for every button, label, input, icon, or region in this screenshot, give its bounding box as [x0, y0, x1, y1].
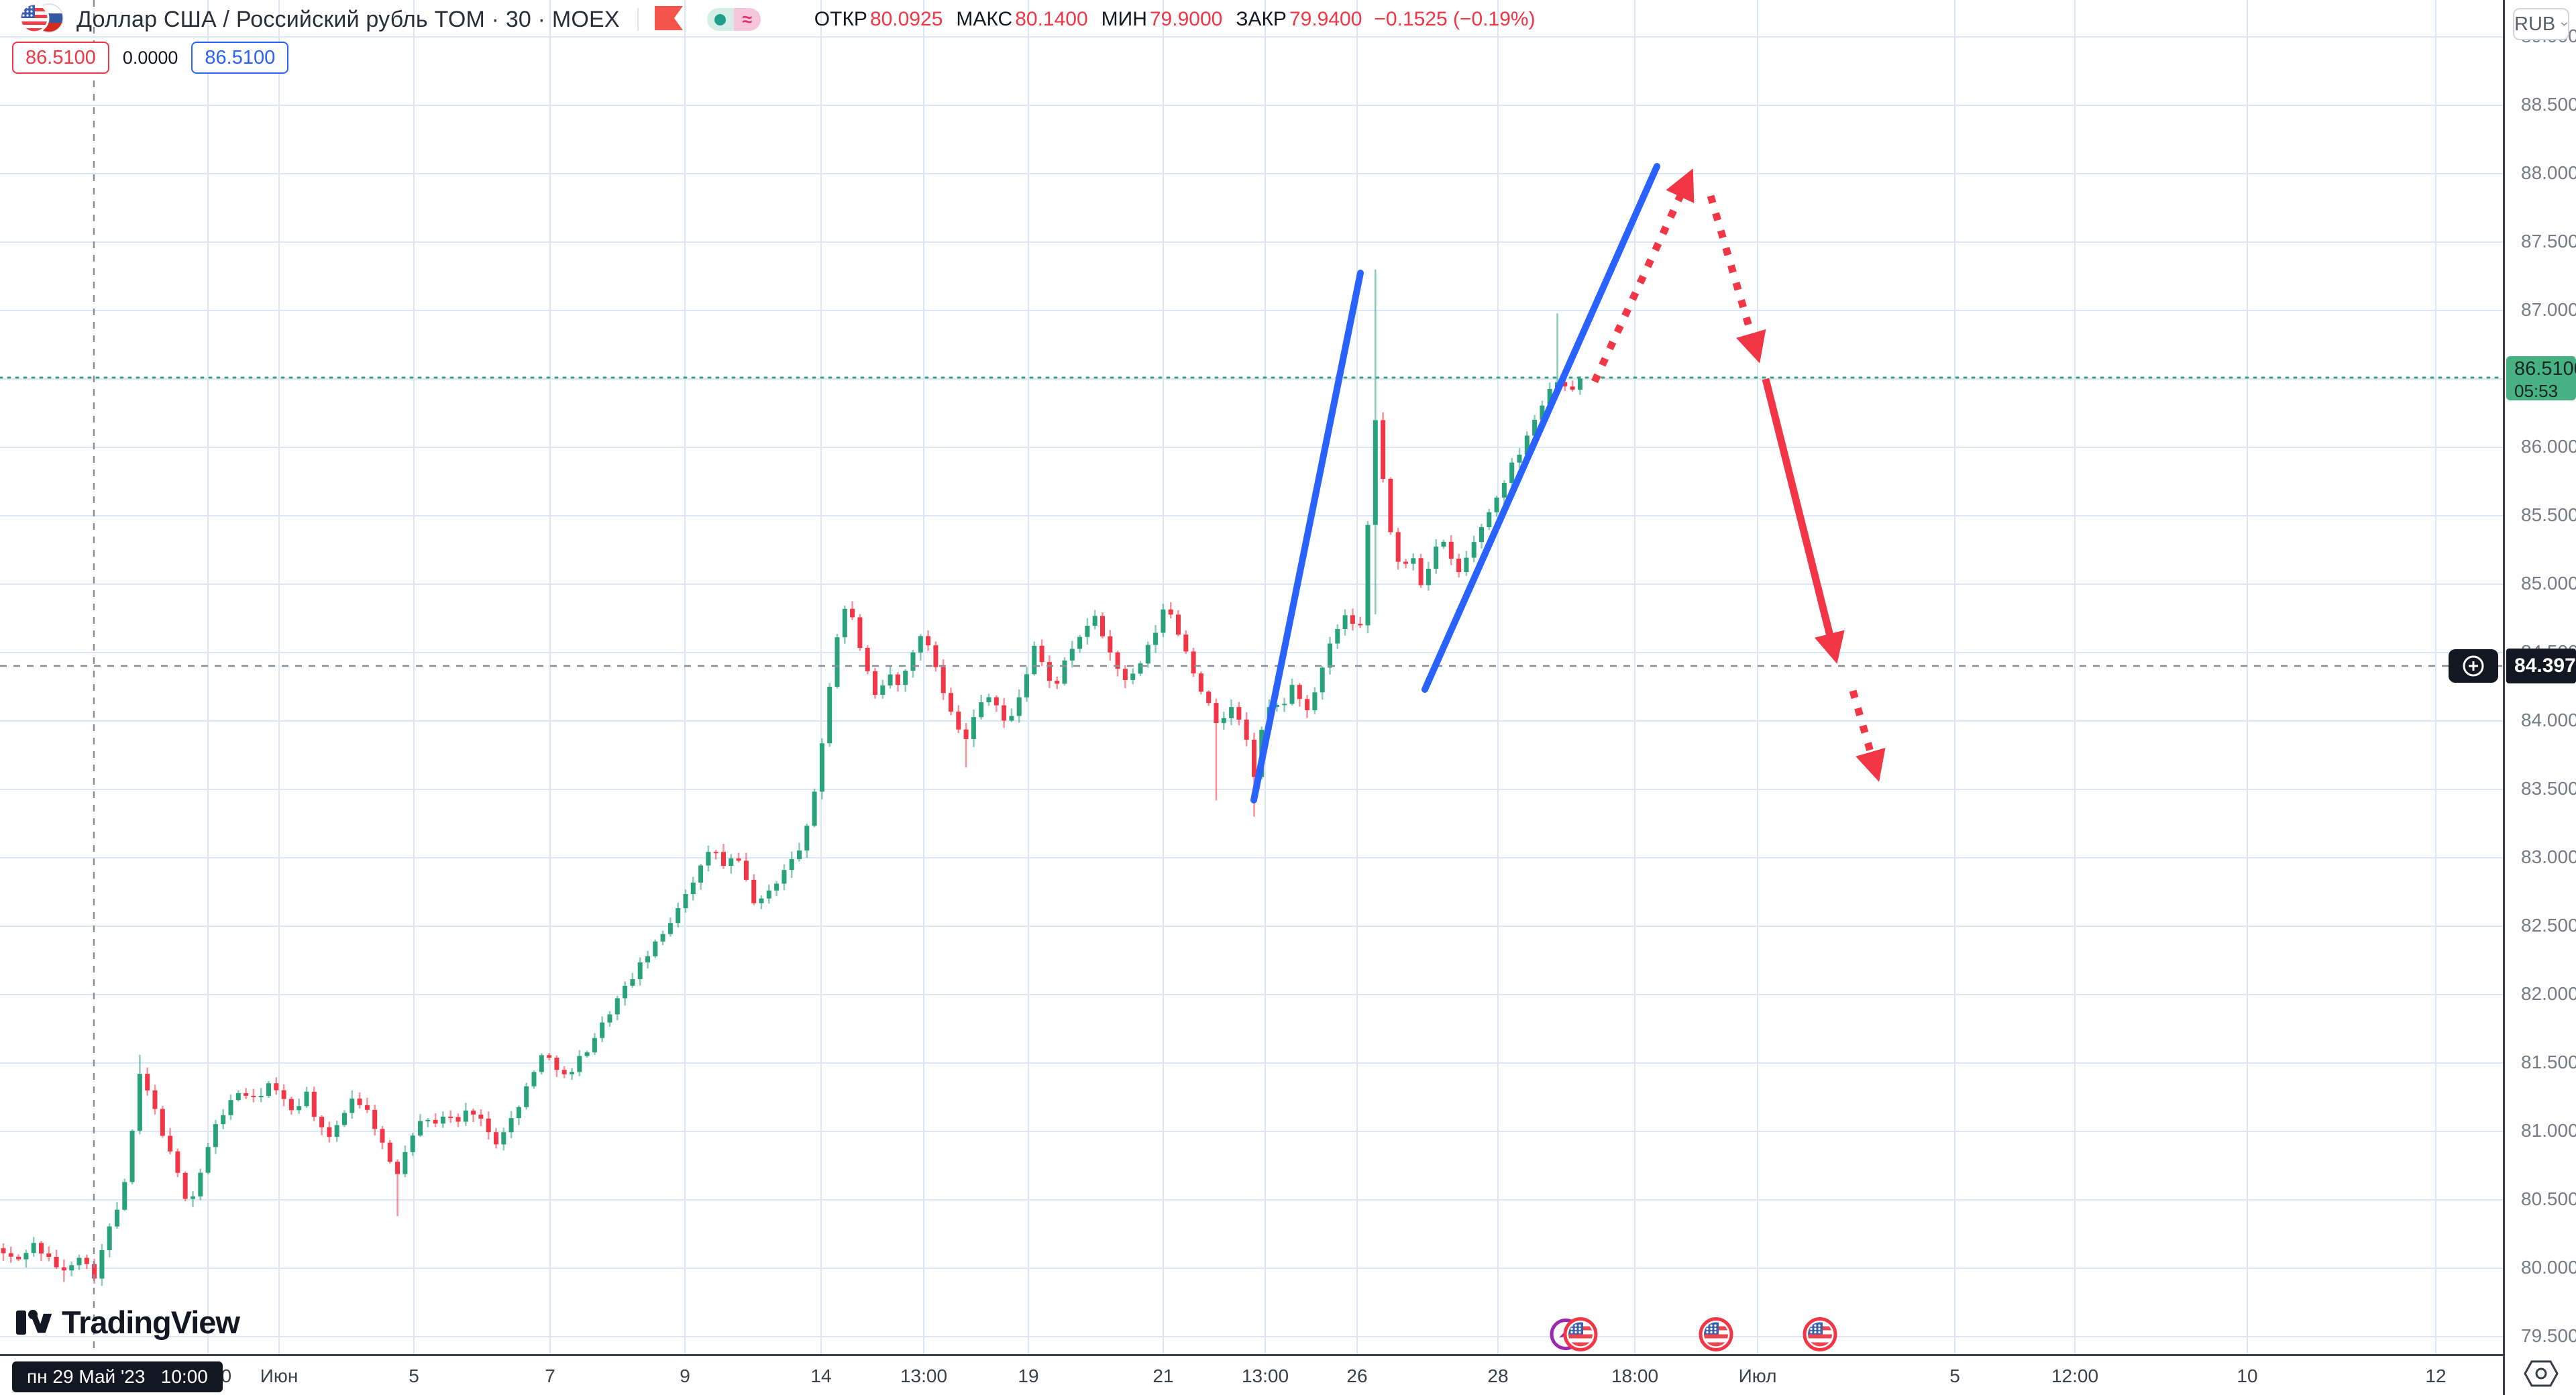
bar-countdown: 05:53	[2514, 381, 2559, 401]
symbol-header: Доллар США / Российский рубль TOM · 30 ·…	[0, 0, 1536, 39]
high-label: МАКС	[956, 8, 1013, 30]
time-tick-label: 9	[680, 1365, 690, 1386]
last-price-value: 86.5100	[2514, 358, 2576, 380]
symbol-pair-logo-icon	[17, 2, 66, 38]
add-alert-plus-button[interactable]	[2449, 649, 2498, 683]
price-tick-label: 81.5000	[2521, 1052, 2576, 1072]
time-tick-label: 14	[810, 1365, 832, 1386]
time-tick-label: 12	[2425, 1365, 2447, 1386]
price-tick-label: 88.0000	[2521, 162, 2576, 183]
high-value: 80.1400	[1015, 8, 1088, 30]
market-status-toggle[interactable]: ≈	[706, 8, 761, 31]
price-tick-label: 84.0000	[2521, 710, 2576, 730]
red-dotted-arrow	[1591, 168, 1695, 384]
red-dotted-arrow	[1707, 194, 1766, 364]
time-tick-label: 13:00	[1241, 1365, 1289, 1386]
time-tick-label: 12:00	[2051, 1365, 2099, 1386]
close-value: 79.9400	[1289, 8, 1362, 30]
red-solid-arrow	[1762, 378, 1845, 664]
time-tick-label: 26	[1346, 1365, 1368, 1386]
price-tick-label: 80.0000	[2521, 1257, 2576, 1278]
price-tick-label: 82.5000	[2521, 915, 2576, 936]
low-value: 79.9000	[1149, 8, 1223, 30]
time-tick-label: 18:00	[1611, 1365, 1659, 1386]
approx-price-icon: ≈	[733, 8, 761, 31]
crosshair-price-label: 84.3975	[2506, 649, 2576, 683]
open-value: 80.0925	[869, 8, 943, 30]
time-tick-label: Июн	[260, 1365, 299, 1386]
price-tick-label: 80.5000	[2521, 1188, 2576, 1209]
time-tick-label: 19	[1018, 1365, 1039, 1386]
us-economic-event-icon[interactable]	[1699, 1317, 1733, 1355]
open-label: ОТКР	[814, 8, 867, 30]
price-tick-label: 82.0000	[2521, 983, 2576, 1004]
last-price-label: 86.5100 05:53	[2506, 356, 2576, 401]
ohlc-readout: ОТКР 80.0925 МАКС 80.1400 МИН 79.9000 ЗА…	[788, 8, 1536, 31]
price-tick-label: 83.5000	[2521, 778, 2576, 799]
time-tick-label: 21	[1152, 1365, 1174, 1386]
gridlines	[0, 0, 2503, 1354]
price-tick-label: 85.5000	[2521, 504, 2576, 525]
change-value: −0.1525 (−0.19%)	[1374, 8, 1536, 30]
chart-area[interactable]	[0, 0, 2503, 1354]
us-economic-event-icon[interactable]	[1803, 1317, 1837, 1355]
market-open-dot-icon	[706, 8, 734, 31]
price-axis[interactable]: 79.5000 80.0000 80.5000 81.0000 81.5000 82.00…	[2503, 0, 2576, 1395]
price-tick-label: 83.0000	[2521, 846, 2576, 867]
trend-line	[1421, 163, 1660, 693]
time-tick-label: 13:00	[900, 1365, 948, 1386]
chevron-down-icon	[2561, 22, 2568, 26]
header-divider	[637, 8, 639, 31]
flag-bookmark-icon[interactable]	[653, 5, 684, 35]
red-dotted-arrow	[1849, 689, 1886, 782]
time-tick-label: 7	[545, 1365, 555, 1386]
us-economic-event-icon[interactable]	[1563, 1317, 1598, 1355]
sell-price-box[interactable]: 86.5100	[12, 42, 109, 74]
price-tick-label: 79.5000	[2521, 1325, 2576, 1346]
currency-selector[interactable]: RUB	[2513, 8, 2569, 40]
time-tick-label: 28	[1487, 1365, 1509, 1386]
crosshair-time-tooltip: пн 29 Май '23 10:00	[12, 1361, 223, 1392]
time-tick-label: 5	[409, 1365, 419, 1386]
price-tick-label: 86.0000	[2521, 436, 2576, 457]
tradingview-logo[interactable]: TradingView	[16, 1304, 240, 1341]
buy-price-box[interactable]: 86.5100	[191, 42, 289, 74]
time-tick-label: Июл	[1738, 1365, 1777, 1386]
tradingview-glyph-icon	[16, 1309, 52, 1335]
price-tick-label: 85.0000	[2521, 573, 2576, 594]
price-tick-label: 87.0000	[2521, 299, 2576, 320]
time-tick-label: 10	[2237, 1365, 2258, 1386]
time-axis[interactable]: 12 10 12:00 5 Июл 18:00 28 26 13:00 21 19 13:00 14 9 7…	[0, 1354, 2503, 1395]
drawing-annotations[interactable]	[1250, 163, 1886, 803]
currency-label: RUB	[2514, 13, 2556, 35]
price-tick-label: 88.5000	[2521, 94, 2576, 115]
low-label: МИН	[1101, 8, 1147, 30]
close-label: ЗАКР	[1236, 8, 1287, 30]
time-tick-label: 5	[1949, 1365, 1960, 1386]
candlesticks	[1, 269, 1582, 1286]
trend-line	[1250, 270, 1364, 803]
symbol-title[interactable]: Доллар США / Российский рубль TOM · 30 ·…	[76, 6, 620, 32]
price-tick-label: 81.0000	[2521, 1120, 2576, 1141]
price-level-boxes: 86.5100 0.0000 86.5100	[12, 42, 289, 74]
tradingview-logo-text: TradingView	[62, 1304, 240, 1340]
price-tick-label: 87.5000	[2521, 231, 2576, 252]
spread-value: 0.0000	[122, 47, 178, 68]
pane-settings-icon[interactable]	[2524, 1359, 2559, 1392]
